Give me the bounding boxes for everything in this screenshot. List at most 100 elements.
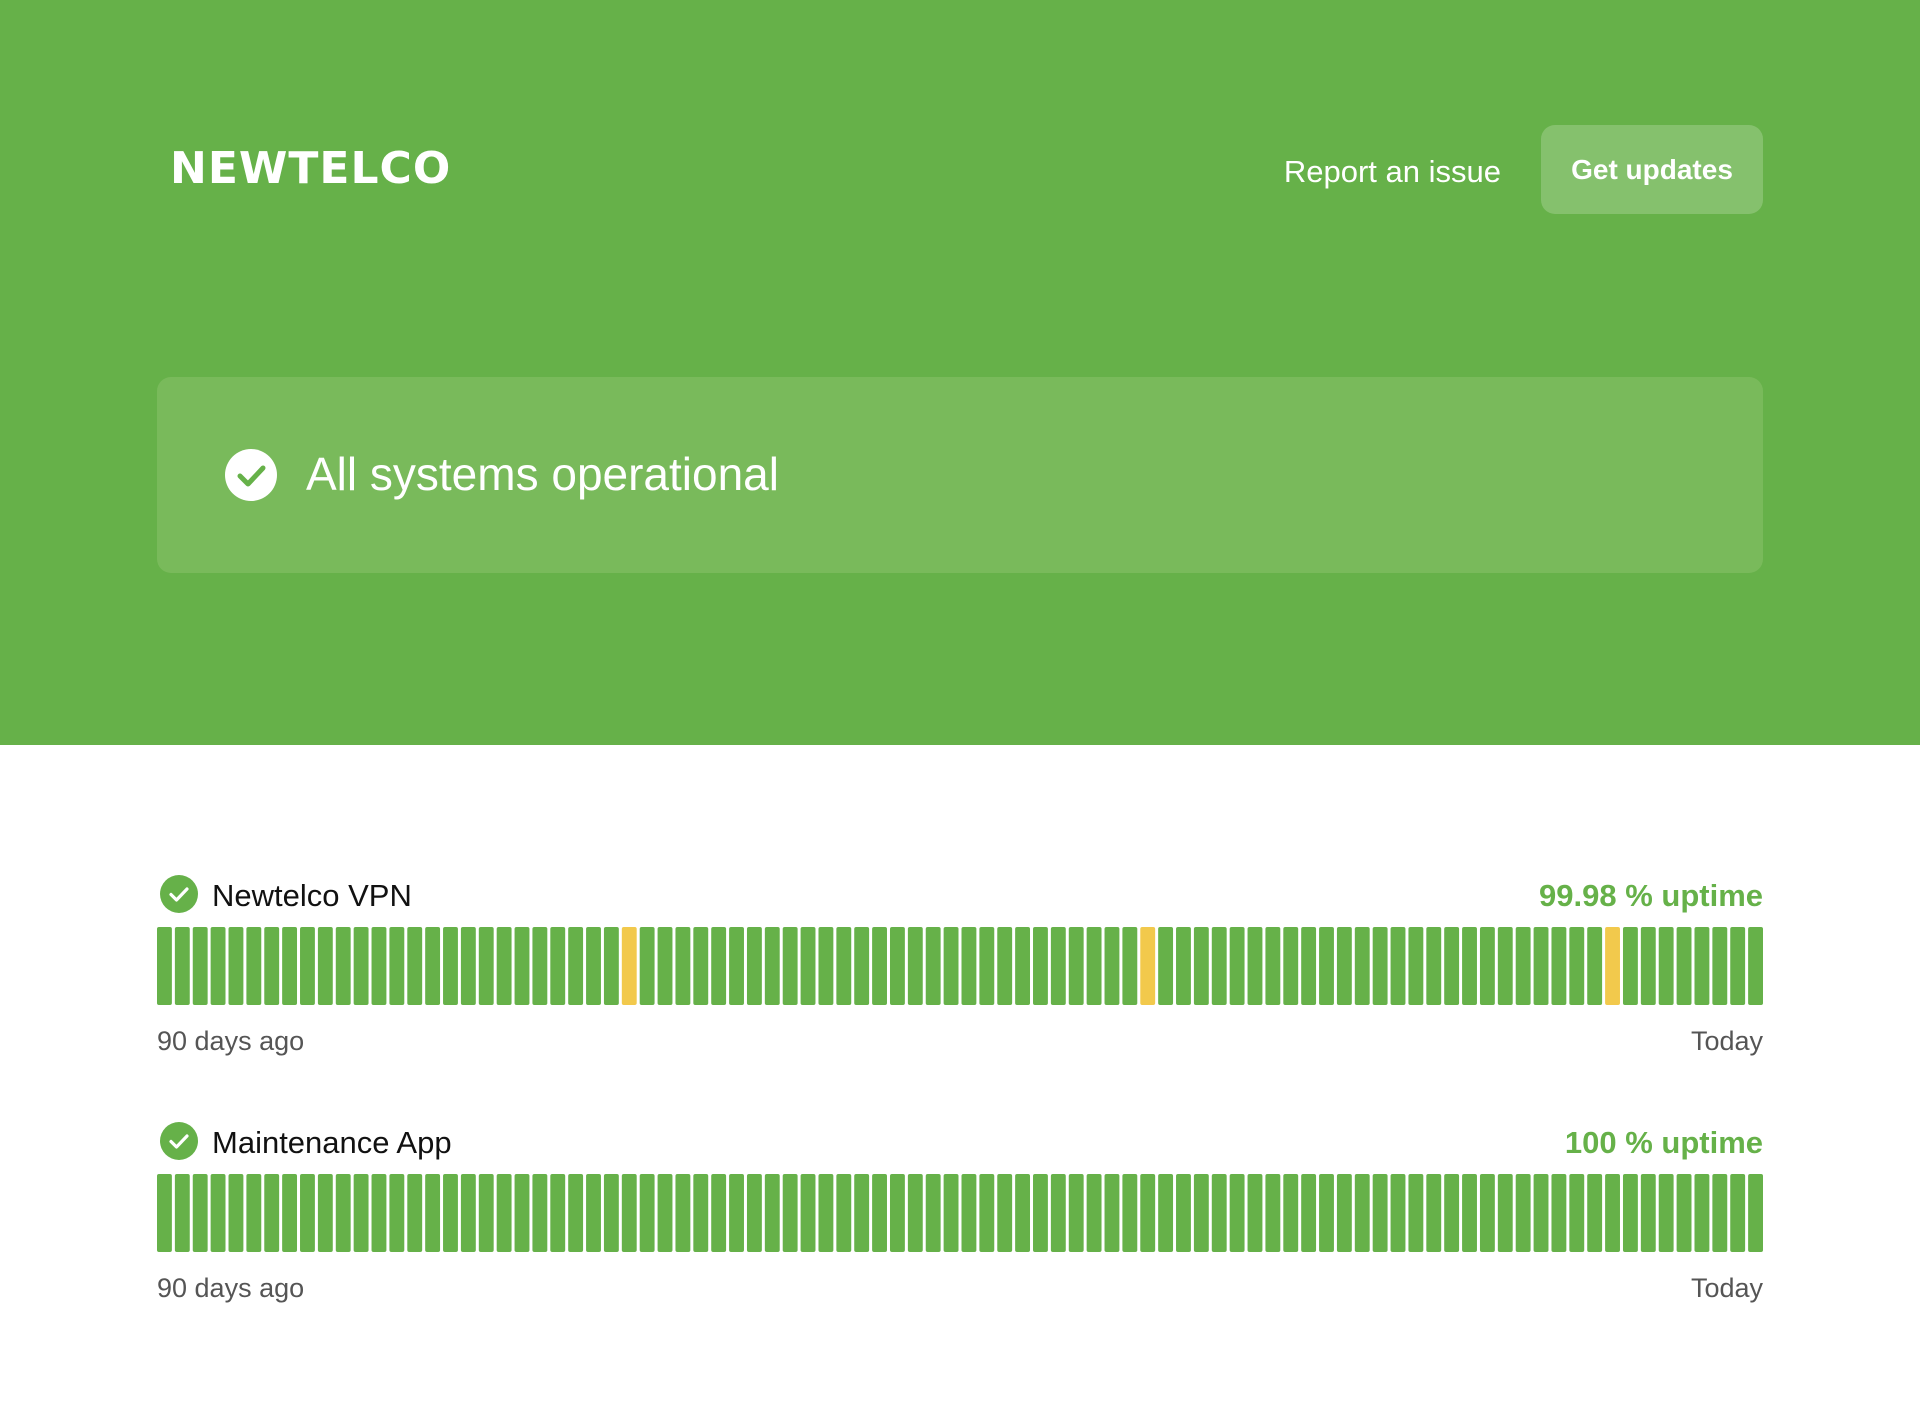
- uptime-day-operational[interactable]: [210, 927, 226, 1005]
- uptime-day-operational[interactable]: [335, 927, 351, 1005]
- uptime-day-operational[interactable]: [1587, 927, 1603, 1005]
- uptime-day-operational[interactable]: [335, 1174, 351, 1252]
- uptime-day-operational[interactable]: [1033, 1174, 1048, 1252]
- uptime-day-operational[interactable]: [979, 1174, 995, 1252]
- uptime-day-operational[interactable]: [1551, 927, 1567, 1005]
- uptime-day-operational[interactable]: [1444, 1174, 1460, 1252]
- uptime-day-operational[interactable]: [514, 1174, 530, 1252]
- uptime-day-operational[interactable]: [1336, 927, 1352, 1005]
- uptime-day-operational[interactable]: [353, 1174, 369, 1252]
- uptime-day-operational[interactable]: [550, 1174, 566, 1252]
- uptime-day-operational[interactable]: [389, 927, 405, 1005]
- uptime-day-operational[interactable]: [1301, 927, 1317, 1005]
- uptime-day-operational[interactable]: [1336, 1174, 1352, 1252]
- uptime-day-operational[interactable]: [1408, 927, 1424, 1005]
- uptime-day-operational[interactable]: [925, 1174, 941, 1252]
- uptime-day-operational[interactable]: [1247, 927, 1263, 1005]
- uptime-day-operational[interactable]: [443, 927, 458, 1005]
- uptime-day-operational[interactable]: [1265, 927, 1281, 1005]
- uptime-day-operational[interactable]: [1497, 1174, 1513, 1252]
- uptime-day-operational[interactable]: [1712, 1174, 1728, 1252]
- uptime-day-operational[interactable]: [425, 1174, 441, 1252]
- uptime-day-operational[interactable]: [1426, 1174, 1442, 1252]
- uptime-day-operational[interactable]: [854, 1174, 870, 1252]
- uptime-day-operational[interactable]: [800, 1174, 816, 1252]
- uptime-day-operational[interactable]: [478, 1174, 494, 1252]
- uptime-day-operational[interactable]: [407, 927, 423, 1005]
- uptime-day-operational[interactable]: [1730, 1174, 1746, 1252]
- uptime-day-operational[interactable]: [1658, 927, 1674, 1005]
- uptime-day-operational[interactable]: [1497, 927, 1513, 1005]
- uptime-day-operational[interactable]: [1354, 927, 1370, 1005]
- uptime-day-operational[interactable]: [371, 927, 387, 1005]
- uptime-day-operational[interactable]: [693, 1174, 709, 1252]
- uptime-day-operational[interactable]: [282, 1174, 298, 1252]
- uptime-day-operational[interactable]: [1229, 1174, 1245, 1252]
- uptime-day-operational[interactable]: [1068, 927, 1084, 1005]
- uptime-day-operational[interactable]: [157, 927, 172, 1005]
- uptime-day-operational[interactable]: [317, 927, 333, 1005]
- uptime-day-operational[interactable]: [1694, 1174, 1710, 1252]
- uptime-day-operational[interactable]: [532, 1174, 548, 1252]
- uptime-day-operational[interactable]: [407, 1174, 423, 1252]
- uptime-day-operational[interactable]: [1515, 1174, 1531, 1252]
- uptime-day-operational[interactable]: [1050, 1174, 1066, 1252]
- uptime-day-operational[interactable]: [460, 1174, 476, 1252]
- uptime-day-operational[interactable]: [836, 1174, 852, 1252]
- uptime-day-operational[interactable]: [1587, 1174, 1603, 1252]
- uptime-day-operational[interactable]: [1122, 1174, 1138, 1252]
- uptime-day-operational[interactable]: [1569, 927, 1585, 1005]
- uptime-day-operational[interactable]: [746, 927, 762, 1005]
- uptime-day-operational[interactable]: [1515, 927, 1531, 1005]
- uptime-day-operational[interactable]: [1712, 927, 1728, 1005]
- uptime-day-operational[interactable]: [282, 927, 298, 1005]
- uptime-day-operational[interactable]: [711, 1174, 727, 1252]
- uptime-day-operational[interactable]: [478, 927, 494, 1005]
- uptime-day-operational[interactable]: [943, 1174, 959, 1252]
- uptime-day-operational[interactable]: [210, 1174, 226, 1252]
- uptime-day-operational[interactable]: [1479, 927, 1495, 1005]
- uptime-day-operational[interactable]: [1158, 927, 1174, 1005]
- uptime-day-operational[interactable]: [1640, 927, 1656, 1005]
- uptime-day-operational[interactable]: [1015, 1174, 1031, 1252]
- uptime-day-operational[interactable]: [1104, 927, 1120, 1005]
- uptime-day-operational[interactable]: [568, 927, 584, 1005]
- uptime-day-operational[interactable]: [907, 1174, 923, 1252]
- uptime-day-operational[interactable]: [1086, 1174, 1102, 1252]
- uptime-day-operational[interactable]: [1694, 927, 1710, 1005]
- uptime-day-operational[interactable]: [1086, 927, 1102, 1005]
- uptime-day-operational[interactable]: [764, 1174, 780, 1252]
- uptime-day-operational[interactable]: [1015, 927, 1031, 1005]
- uptime-day-operational[interactable]: [1551, 1174, 1567, 1252]
- uptime-day-operational[interactable]: [1354, 1174, 1370, 1252]
- uptime-day-operational[interactable]: [711, 927, 727, 1005]
- uptime-day-operational[interactable]: [889, 927, 905, 1005]
- uptime-day-operational[interactable]: [925, 927, 941, 1005]
- uptime-day-operational[interactable]: [425, 927, 441, 1005]
- uptime-day-operational[interactable]: [889, 1174, 905, 1252]
- uptime-day-operational[interactable]: [1283, 927, 1299, 1005]
- uptime-day-degraded[interactable]: [1140, 927, 1156, 1005]
- uptime-day-operational[interactable]: [1372, 1174, 1388, 1252]
- uptime-day-operational[interactable]: [1193, 927, 1209, 1005]
- uptime-day-operational[interactable]: [460, 927, 476, 1005]
- uptime-day-degraded[interactable]: [1605, 927, 1620, 1005]
- uptime-day-operational[interactable]: [836, 927, 852, 1005]
- uptime-day-operational[interactable]: [603, 1174, 619, 1252]
- uptime-day-operational[interactable]: [1140, 1174, 1156, 1252]
- uptime-day-operational[interactable]: [264, 1174, 280, 1252]
- uptime-day-operational[interactable]: [1265, 1174, 1281, 1252]
- uptime-day-operational[interactable]: [1158, 1174, 1174, 1252]
- uptime-day-operational[interactable]: [586, 927, 601, 1005]
- uptime-day-degraded[interactable]: [621, 927, 637, 1005]
- uptime-day-operational[interactable]: [246, 927, 262, 1005]
- uptime-day-operational[interactable]: [353, 927, 369, 1005]
- uptime-day-operational[interactable]: [1479, 1174, 1495, 1252]
- uptime-day-operational[interactable]: [1390, 1174, 1406, 1252]
- uptime-day-operational[interactable]: [1176, 1174, 1191, 1252]
- uptime-day-operational[interactable]: [1050, 927, 1066, 1005]
- uptime-day-operational[interactable]: [621, 1174, 637, 1252]
- uptime-day-operational[interactable]: [1122, 927, 1138, 1005]
- uptime-day-operational[interactable]: [961, 927, 977, 1005]
- uptime-day-operational[interactable]: [818, 927, 834, 1005]
